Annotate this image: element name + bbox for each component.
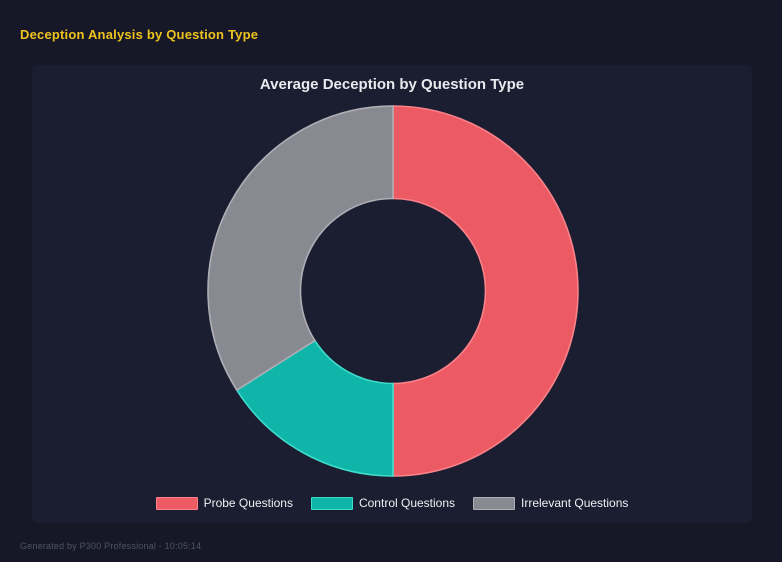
legend-item-irrelevant-questions[interactable]: Irrelevant Questions (473, 496, 628, 510)
donut-segment-irrelevant-questions[interactable] (207, 105, 394, 392)
legend-label-irrelevant-questions: Irrelevant Questions (521, 496, 629, 510)
legend-label-probe-questions: Probe Questions (203, 496, 293, 510)
legend-item-control-questions[interactable]: Control Questions (310, 496, 456, 510)
legend-label-control-questions: Control Questions (358, 496, 456, 510)
legend-swatch-control-questions (310, 496, 353, 510)
footer-note: Generated by P300 Professional - 10:05:1… (20, 541, 202, 551)
donut-segment-control-questions[interactable] (235, 339, 394, 477)
chart-title: Average Deception by Question Type (259, 76, 525, 93)
page-title: Deception Analysis by Question Type (20, 27, 259, 42)
donut-chart (207, 105, 579, 477)
legend-swatch-irrelevant-questions (473, 496, 516, 510)
legend-swatch-probe-questions (155, 496, 198, 510)
donut-segment-probe-questions[interactable] (392, 105, 579, 477)
chart-panel: Average Deception by Question Type Probe… (32, 65, 752, 523)
legend-item-probe-questions[interactable]: Probe Questions (155, 496, 293, 510)
chart-legend: Probe Questions Control Questions Irreleva… (32, 496, 752, 510)
donut-chart-container (206, 104, 580, 478)
